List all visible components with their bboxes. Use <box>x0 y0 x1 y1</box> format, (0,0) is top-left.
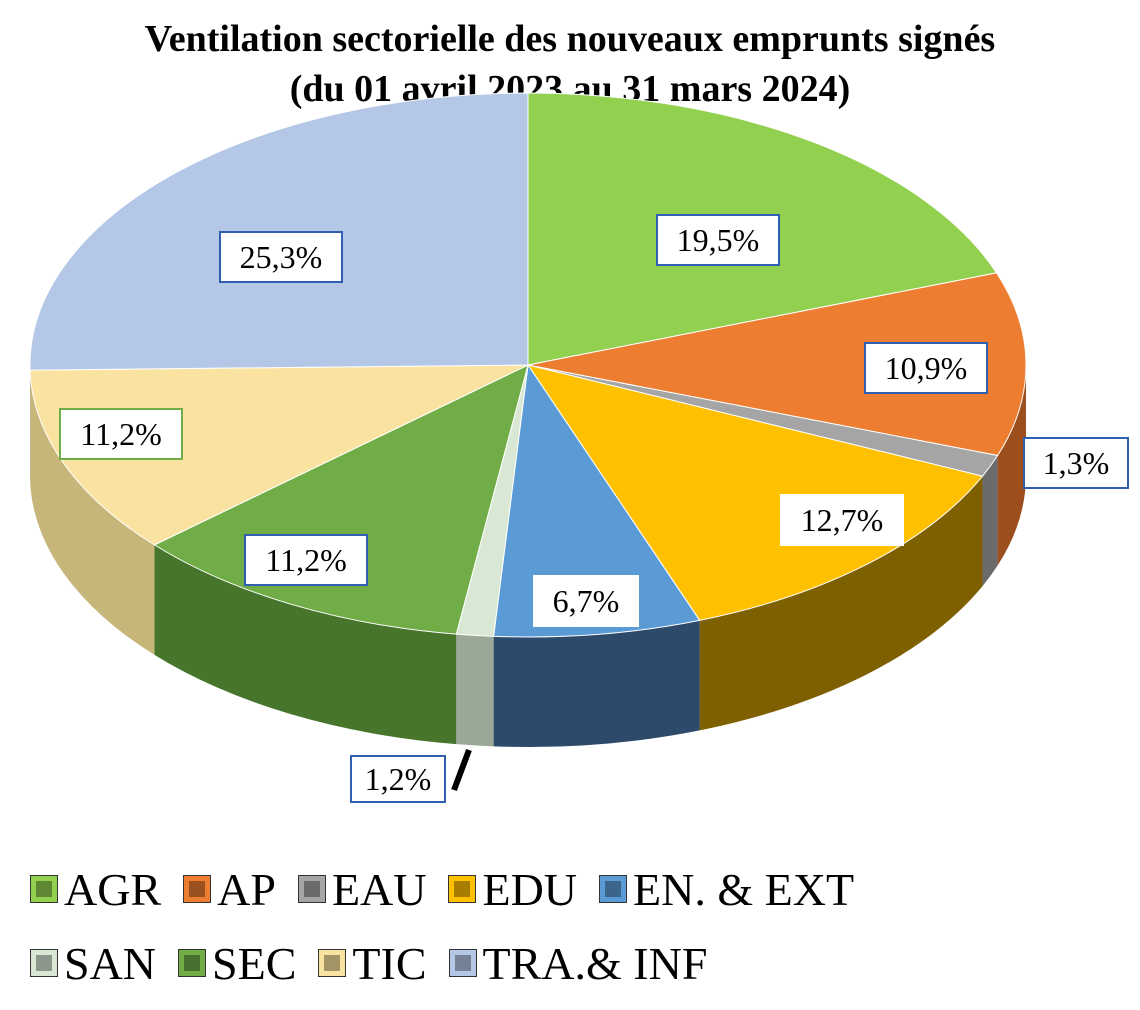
pie-slice-ap <box>527 272 1027 457</box>
data-label-text: 1,3% <box>1043 445 1110 481</box>
legend-label: SEC <box>212 937 297 989</box>
legend-swatch <box>297 875 326 903</box>
legend: AGR AP EAU EDU EN. & EXT SAN SEC TIC TRA.& INF <box>30 852 1120 1000</box>
data-label-san: 1,2% <box>350 755 446 803</box>
pie-side-edu <box>699 476 983 731</box>
pie-labels: 19,5% 10,9% 1,3% 12,7% 6,7% 1,2% 11,2% 11,2% 25,… <box>59 214 1129 803</box>
legend-swatch <box>30 875 58 903</box>
data-label-box <box>864 342 988 394</box>
pie-slice-en-ext <box>493 363 701 638</box>
data-label-sec: 11,2% <box>244 534 368 586</box>
legend-label: EAU <box>331 863 427 915</box>
data-label-box <box>219 231 343 283</box>
data-label-tra-inf: 25,3% <box>219 231 343 283</box>
data-label-box <box>1023 437 1129 489</box>
pie-slice-edu <box>526 364 984 621</box>
pie-side-eau <box>982 455 998 587</box>
legend-item-ap: AP <box>183 863 276 916</box>
data-label-tic: 11,2% <box>59 408 183 460</box>
data-label-text: 11,2% <box>80 416 161 452</box>
legend-swatch <box>183 875 212 903</box>
pie-side-san <box>456 634 494 747</box>
data-label-box <box>533 575 639 627</box>
legend-item-edu: EDU <box>448 863 577 916</box>
data-label-text: 19,5% <box>677 222 760 258</box>
legend-row: AGR AP EAU EDU EN. & EXT <box>30 852 1120 926</box>
chart-title-line1: Ventilation sectorielle des nouveaux emp… <box>144 18 996 60</box>
data-label-box <box>59 408 183 460</box>
data-label-box <box>350 755 446 803</box>
legend-swatch <box>178 949 207 977</box>
pie-sides <box>30 365 1026 747</box>
legend-label: TIC <box>352 937 427 989</box>
legend-label: EDU <box>482 863 578 915</box>
pie-side-ap <box>997 365 1026 566</box>
legend-row: SAN SEC TIC TRA.& INF <box>30 926 1120 1000</box>
legend-item-eau: EAU <box>297 863 427 916</box>
data-label-text: 25,3% <box>240 239 323 275</box>
data-label-ap: 10,9% <box>864 342 988 394</box>
legend-swatch <box>599 875 628 903</box>
legend-swatch <box>448 949 477 977</box>
data-label-box <box>780 494 904 546</box>
pie-side-sec <box>154 544 457 745</box>
legend-item-san: SAN <box>30 937 156 990</box>
legend-item-sec: SEC <box>178 937 296 990</box>
data-label-box <box>656 214 780 266</box>
legend-item-tic: TIC <box>318 937 427 990</box>
data-label-eau: 1,3% <box>1023 437 1129 489</box>
legend-swatch <box>318 949 347 977</box>
pie-slices <box>29 92 1027 638</box>
data-label-text: 6,7% <box>553 583 620 619</box>
legend-label: AGR <box>64 863 162 915</box>
leader-line-san <box>451 748 472 792</box>
data-label-text: 10,9% <box>885 350 968 386</box>
data-label-en-ext: 6,7% <box>533 575 639 627</box>
legend-label: TRA.& INF <box>482 937 708 989</box>
data-label-box <box>244 534 368 586</box>
legend-item-en-ext: EN. & EXT <box>599 863 854 916</box>
legend-item-tra-inf: TRA.& INF <box>448 937 708 990</box>
legend-swatch <box>30 949 58 977</box>
data-label-edu: 12,7% <box>780 494 904 546</box>
chart-title: Ventilation sectorielle des nouveaux emp… <box>0 14 1140 114</box>
pie-side-en-ext <box>493 620 700 747</box>
data-label-agr: 19,5% <box>656 214 780 266</box>
legend-label: AP <box>217 863 276 915</box>
legend-label: EN. & EXT <box>633 863 855 915</box>
data-label-text: 12,7% <box>801 502 884 538</box>
legend-label: SAN <box>64 937 157 989</box>
legend-swatch <box>448 875 477 903</box>
legend-item-agr: AGR <box>30 863 161 916</box>
pie-side-tic <box>30 370 155 655</box>
data-label-text: 1,2% <box>365 761 432 797</box>
data-label-text: 11,2% <box>265 542 346 578</box>
